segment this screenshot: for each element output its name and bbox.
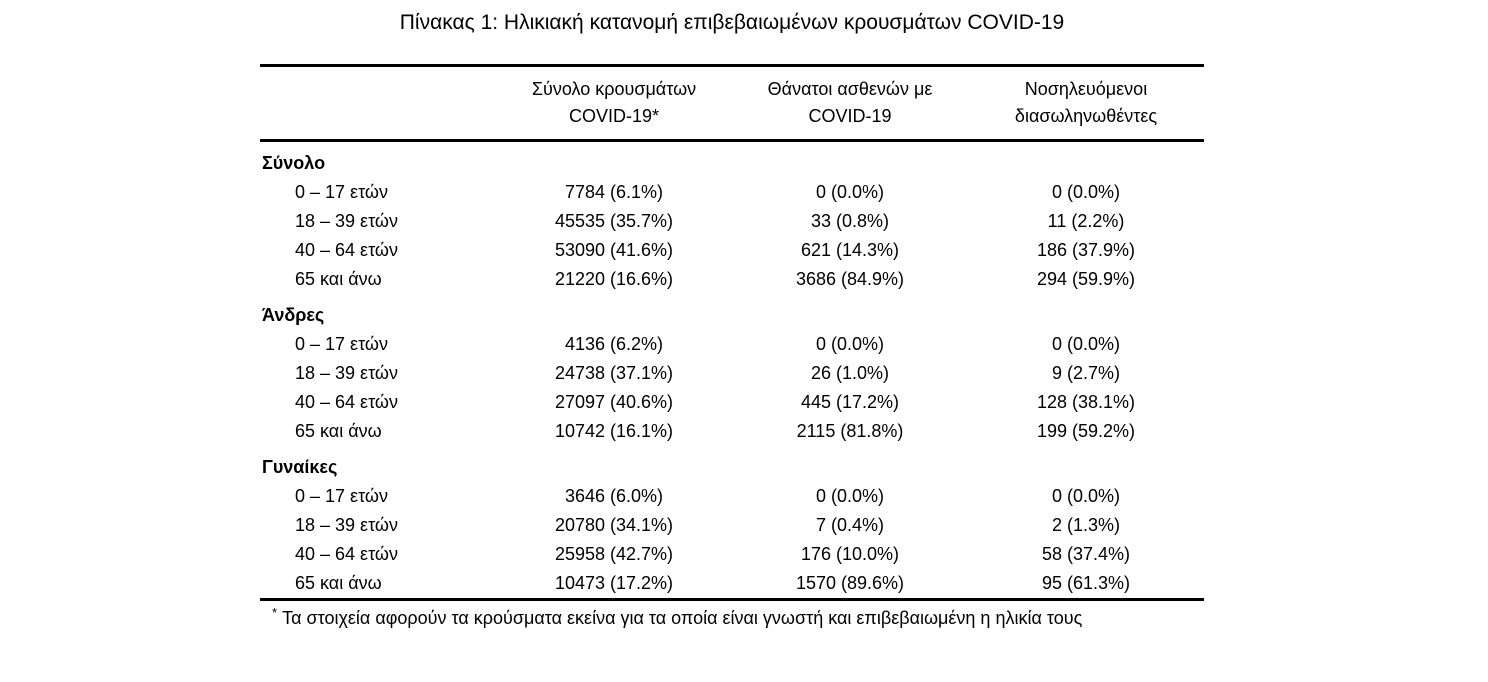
intubated-cell: 128 (38.1%) (1036, 392, 1136, 412)
table-body: Σύνολο 0 – 17 ετών 7784 (6.1%) 0 (0.0%) 0 (0… (260, 141, 1204, 600)
table-row: 0 – 17 ετών 3646 (6.0%) 0 (0.0%) 0 (0.0%) (260, 482, 1204, 511)
age-group-label: 65 και άνω (295, 573, 382, 593)
header-deaths: Θάνατοι ασθενών με COVID-19 (732, 66, 968, 141)
header-row: Σύνολο κρουσμάτων COVID-19* Θάνατοι ασθε… (260, 66, 1204, 141)
table-row: 40 – 64 ετών 25958 (42.7%) 176 (10.0%) 58 (… (260, 540, 1204, 569)
table-row: 0 – 17 ετών 4136 (6.2%) 0 (0.0%) 0 (0.0%) (260, 330, 1204, 359)
cases-cell: 24738 (37.1%) (554, 363, 674, 383)
age-distribution-table: Σύνολο κρουσμάτων COVID-19* Θάνατοι ασθε… (260, 64, 1204, 601)
age-group-label: 0 – 17 ετών (295, 486, 388, 506)
cases-cell: 25958 (42.7%) (554, 544, 674, 564)
deaths-cell: 33 (0.8%) (810, 211, 890, 231)
age-group-label: 40 – 64 ετών (295, 544, 398, 564)
cases-cell: 10742 (16.1%) (554, 421, 674, 441)
intubated-cell: 58 (37.4%) (1041, 544, 1131, 564)
table-row: 40 – 64 ετών 27097 (40.6%) 445 (17.2%) 128 … (260, 388, 1204, 417)
deaths-cell: 176 (10.0%) (800, 544, 900, 564)
table-row: 0 – 17 ετών 7784 (6.1%) 0 (0.0%) 0 (0.0%) (260, 178, 1204, 207)
deaths-cell: 3686 (84.9%) (795, 269, 905, 289)
cases-cell: 20780 (34.1%) (554, 515, 674, 535)
table-row: 65 και άνω 10473 (17.2%) 1570 (89.6%) 95 (6… (260, 569, 1204, 600)
table-footnote: * Τα στοιχεία αφορούν τα κρούσματα εκείνα… (260, 601, 1204, 630)
header-total-cases: Σύνολο κρουσμάτων COVID-19* (496, 66, 732, 141)
table-row: 40 – 64 ετών 53090 (41.6%) 621 (14.3%) 186 … (260, 236, 1204, 265)
age-group-label: 40 – 64 ετών (295, 392, 398, 412)
table-row: 65 και άνω 10742 (16.1%) 2115 (81.8%) 199 (… (260, 417, 1204, 446)
intubated-cell: 0 (0.0%) (1051, 182, 1121, 202)
deaths-cell: 0 (0.0%) (815, 182, 885, 202)
intubated-cell: 0 (0.0%) (1051, 486, 1121, 506)
header-intubated: Νοσηλευόμενοι διασωληνωθέντες (968, 66, 1204, 141)
header-label: Νοσηλευόμενοι (1024, 79, 1148, 99)
age-group-label: 0 – 17 ετών (295, 334, 388, 354)
section-header-row: Άνδρες (260, 294, 1204, 330)
header-label: διασωληνωθέντες (1014, 106, 1158, 126)
intubated-cell: 9 (2.7%) (1051, 363, 1121, 383)
intubated-cell: 199 (59.2%) (1036, 421, 1136, 441)
cases-cell: 4136 (6.2%) (564, 334, 664, 354)
section-header: Γυναίκες (262, 457, 338, 477)
header-empty-cell (260, 66, 496, 141)
table-row: 65 και άνω 21220 (16.6%) 3686 (84.9%) 294 (… (260, 265, 1204, 294)
footnote-text: Τα στοιχεία αφορούν τα κρούσματα εκείνα … (282, 608, 1083, 628)
intubated-cell: 0 (0.0%) (1051, 334, 1121, 354)
table-container: Πίνακας 1: Ηλικιακή κατανομή επιβεβαιωμέ… (260, 0, 1204, 630)
age-group-label: 18 – 39 ετών (295, 515, 398, 535)
section-header-row: Σύνολο (260, 141, 1204, 179)
section-header: Σύνολο (262, 153, 326, 173)
section-header: Άνδρες (262, 305, 325, 325)
table-row: 18 – 39 ετών 45535 (35.7%) 33 (0.8%) 11 (2.… (260, 207, 1204, 236)
header-label: COVID-19* (568, 106, 660, 126)
deaths-cell: 7 (0.4%) (815, 515, 885, 535)
deaths-cell: 621 (14.3%) (800, 240, 900, 260)
header-label: Θάνατοι ασθενών με (767, 79, 933, 99)
age-group-label: 65 και άνω (295, 269, 382, 289)
table-title: Πίνακας 1: Ηλικιακή κατανομή επιβεβαιωμέ… (399, 11, 1065, 34)
age-group-label: 65 και άνω (295, 421, 382, 441)
section-header-row: Γυναίκες (260, 446, 1204, 482)
intubated-cell: 186 (37.9%) (1036, 240, 1136, 260)
header-label: COVID-19 (808, 106, 892, 126)
deaths-cell: 445 (17.2%) (800, 392, 900, 412)
table-header: Σύνολο κρουσμάτων COVID-19* Θάνατοι ασθε… (260, 66, 1204, 141)
cases-cell: 53090 (41.6%) (554, 240, 674, 260)
cases-cell: 27097 (40.6%) (554, 392, 674, 412)
deaths-cell: 26 (1.0%) (810, 363, 890, 383)
intubated-cell: 2 (1.3%) (1051, 515, 1121, 535)
deaths-cell: 0 (0.0%) (815, 334, 885, 354)
intubated-cell: 294 (59.9%) (1036, 269, 1136, 289)
deaths-cell: 2115 (81.8%) (796, 421, 904, 441)
footnote-marker: * (272, 605, 278, 620)
cases-cell: 21220 (16.6%) (554, 269, 674, 289)
table-row: 18 – 39 ετών 20780 (34.1%) 7 (0.4%) 2 (1.3%… (260, 511, 1204, 540)
age-group-label: 18 – 39 ετών (295, 363, 398, 383)
intubated-cell: 95 (61.3%) (1041, 573, 1131, 593)
age-group-label: 0 – 17 ετών (295, 182, 388, 202)
intubated-cell: 11 (2.2%) (1047, 211, 1125, 231)
deaths-cell: 1570 (89.6%) (795, 573, 905, 593)
age-group-label: 40 – 64 ετών (295, 240, 398, 260)
table-row: 18 – 39 ετών 24738 (37.1%) 26 (1.0%) 9 (2.7… (260, 359, 1204, 388)
cases-cell: 3646 (6.0%) (564, 486, 664, 506)
cases-cell: 45535 (35.7%) (554, 211, 674, 231)
cases-cell: 7784 (6.1%) (564, 182, 664, 202)
deaths-cell: 0 (0.0%) (815, 486, 885, 506)
age-group-label: 18 – 39 ετών (295, 211, 398, 231)
header-label: Σύνολο κρουσμάτων (531, 79, 697, 99)
cases-cell: 10473 (17.2%) (554, 573, 674, 593)
